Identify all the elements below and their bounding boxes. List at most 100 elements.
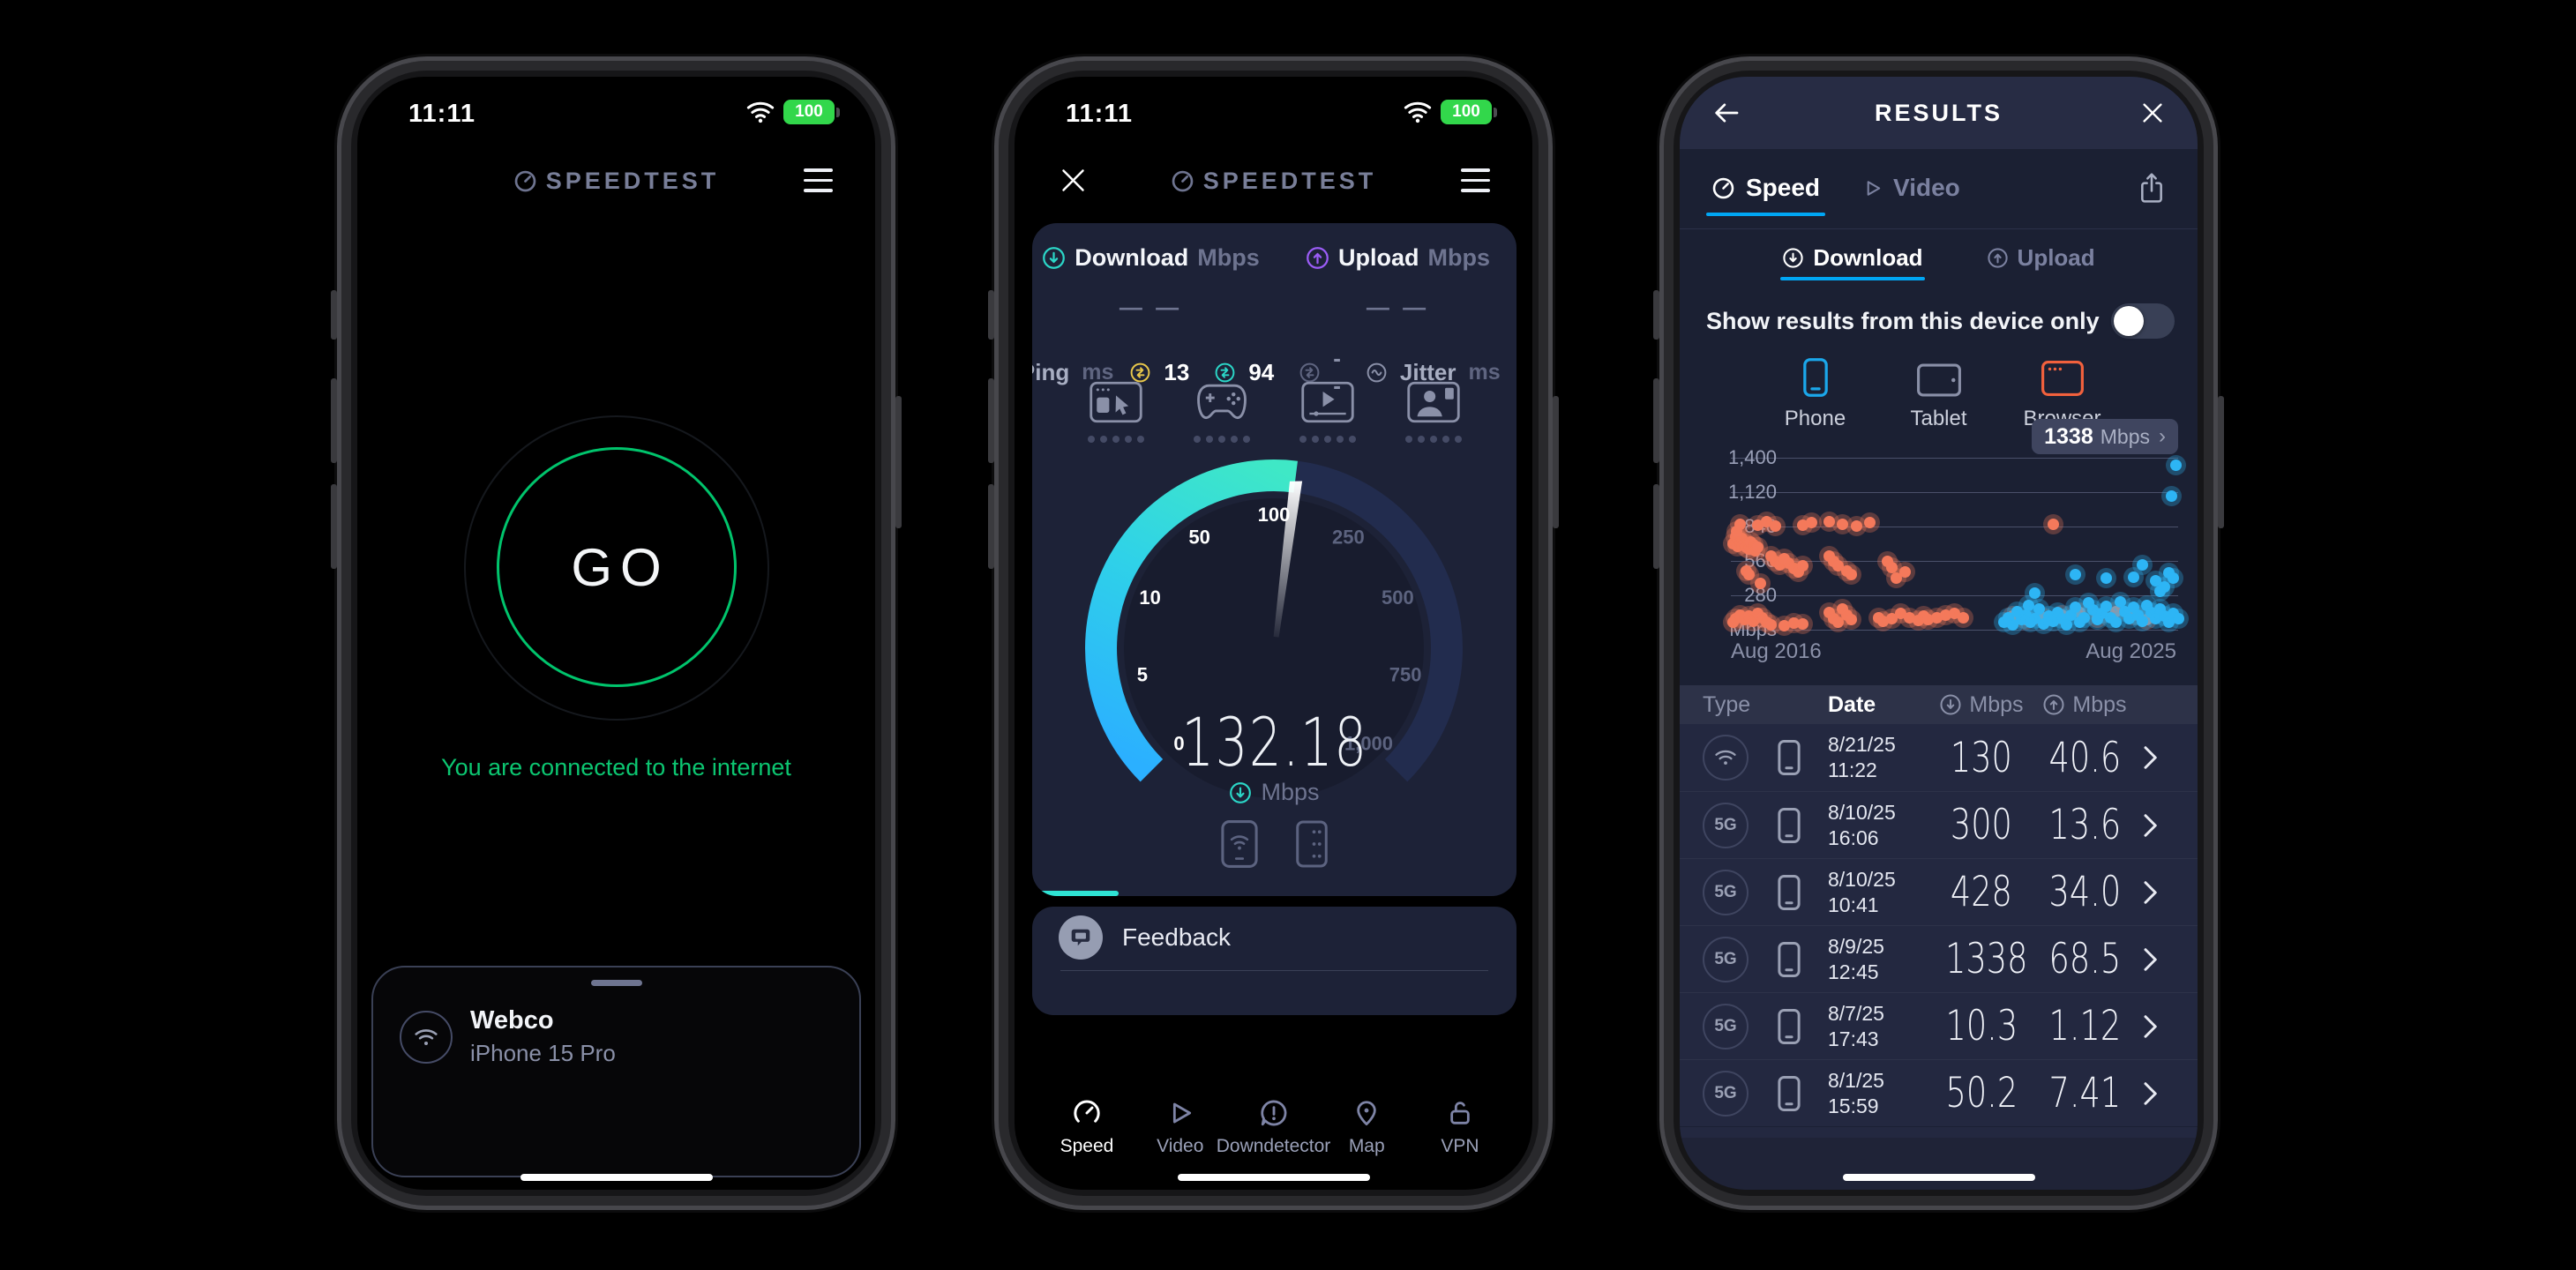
jitter-icon <box>1366 362 1388 384</box>
wifi-icon <box>746 101 775 123</box>
connection-endpoints <box>1032 819 1516 869</box>
mute-switch <box>331 290 337 340</box>
gauge-tick-label: 10 <box>1139 586 1160 609</box>
status-time: 11:11 <box>1066 100 1133 128</box>
back-arrow-icon[interactable] <box>1711 98 1741 128</box>
chart-data-point <box>2006 618 2018 631</box>
divider <box>1680 228 2198 229</box>
result-date: 8/10/25 10:41 <box>1828 867 1896 916</box>
menu-button[interactable] <box>1461 168 1490 192</box>
cellular-5g-icon: 5G <box>1703 802 1749 848</box>
connection-panel[interactable]: Webco iPhone 15 Pro <box>371 966 861 1177</box>
nav-item-label: Speed <box>1060 1136 1114 1156</box>
chart-data-point <box>2100 601 2113 612</box>
nav-item-map[interactable]: Map <box>1324 1098 1409 1169</box>
server-icon[interactable] <box>1294 819 1329 869</box>
activity-video-chat[interactable] <box>1404 380 1462 443</box>
home-indicator[interactable] <box>520 1174 713 1181</box>
metric-tab-upload[interactable]: Upload <box>1987 244 2095 272</box>
table-row[interactable]: 8/21/25 11:22 130 40.6 <box>1680 724 2198 791</box>
chart-data-point <box>1876 615 1889 627</box>
alert-icon <box>1259 1098 1289 1128</box>
filter-phone[interactable]: Phone <box>1776 355 1855 431</box>
chevron-right-icon <box>2140 812 2169 839</box>
device-only-toggle[interactable] <box>2111 303 2175 339</box>
phone-wifi-icon[interactable] <box>1220 819 1259 869</box>
tab-video[interactable]: Video <box>1861 167 1962 209</box>
go-button[interactable]: GO <box>496 447 737 687</box>
column-type: Type <box>1703 691 1751 717</box>
power-button <box>895 396 902 528</box>
nav-item-speed[interactable]: Speed <box>1045 1098 1129 1169</box>
table-row[interactable]: 5G 8/10/25 10:41 428 34.0 <box>1680 858 2198 925</box>
drag-handle[interactable] <box>590 980 642 986</box>
gauge-tick-label: 50 <box>1188 527 1209 549</box>
chart-x-tick-label: Aug 2016 <box>1731 639 1822 663</box>
upload-circle-icon <box>1306 246 1329 270</box>
close-icon[interactable] <box>1059 166 1088 195</box>
activity-browsing[interactable] <box>1087 380 1144 443</box>
upload-circle-icon <box>2042 693 2065 716</box>
nav-item-vpn[interactable]: VPN <box>1418 1098 1502 1169</box>
chart-data-point <box>1734 518 1746 530</box>
tab-speed[interactable]: Speed <box>1705 167 1826 216</box>
activity-streaming[interactable] <box>1299 380 1356 443</box>
chart-y-tick-label: 1,400 <box>1727 446 1777 468</box>
home-indicator[interactable] <box>1177 1174 1370 1181</box>
upload-circle-icon <box>1987 247 2009 269</box>
filter-label: Tablet <box>1910 407 1967 430</box>
gauge-icon <box>1072 1098 1102 1128</box>
filter-tablet[interactable]: Tablet <box>1899 355 1979 431</box>
volume-up-button <box>988 378 994 463</box>
chart-data-point <box>1751 542 1764 554</box>
download-circle-icon <box>1939 693 1962 716</box>
home-indicator[interactable] <box>1842 1174 2035 1181</box>
close-icon[interactable] <box>2139 100 2166 126</box>
ping-upload-icon <box>1299 362 1321 384</box>
gauge-tick-label: 1,000 <box>1344 733 1393 755</box>
chart-gridline <box>1731 492 2178 493</box>
current-speed-value: 132.18 <box>1180 703 1368 781</box>
chart-data-point <box>2136 615 2148 627</box>
phone-device-icon <box>1777 739 1828 776</box>
cellular-5g-icon: 5G <box>1703 1070 1749 1117</box>
table-row[interactable]: 5G 8/9/25 12:45 1338 68.5 <box>1680 925 2198 992</box>
wifi-network-icon <box>1703 735 1749 781</box>
feedback-label: Feedback <box>1122 923 1231 951</box>
chart-data-point <box>1742 568 1755 580</box>
activity-gaming[interactable] <box>1193 380 1250 443</box>
download-label: Download <box>1075 244 1189 271</box>
table-row[interactable]: 5G 8/1/25 15:59 50.2 7.41 <box>1680 1059 2198 1126</box>
chart-data-point <box>1846 568 1858 580</box>
test-panel: Download Mbps Upload Mbps — — — — Ping m… <box>1032 223 1516 896</box>
nav-item-downdetector[interactable]: Downdetector <box>1217 1098 1330 1169</box>
menu-button[interactable] <box>804 168 833 192</box>
metric-tab-download[interactable]: Download <box>1780 244 1925 280</box>
phone-device-icon <box>1777 941 1828 978</box>
chart-data-point <box>1754 577 1766 589</box>
column-download: Mbps <box>1934 692 2029 718</box>
speedtest-logo: SPEEDTEST <box>1015 161 1532 200</box>
cellular-5g-icon: 5G <box>1703 1003 1749 1050</box>
share-icon[interactable] <box>2138 172 2166 204</box>
chart-data-point <box>1837 519 1849 530</box>
download-metric: Download Mbps <box>1041 244 1262 272</box>
ping-label: Ping <box>1032 358 1070 385</box>
chevron-right-icon <box>2140 879 2169 906</box>
feedback-button[interactable]: Feedback <box>1059 915 1231 960</box>
chart-data-point <box>2029 586 2041 599</box>
table-row[interactable]: 5G 8/10/25 16:06 300 13.6 <box>1680 791 2198 858</box>
chart-callout[interactable]: 1338 Mbps › <box>2032 419 2178 454</box>
feedback-bubble-icon <box>1059 915 1103 960</box>
chart-data-point <box>1778 620 1791 632</box>
download-value-placeholder: — — <box>1119 294 1183 320</box>
result-date: 8/10/25 16:06 <box>1828 800 1896 849</box>
download-value: 300 <box>1951 801 2012 849</box>
gauge-tick-label: 0 <box>1173 733 1184 755</box>
chart-data-point <box>2033 602 2046 615</box>
result-date: 8/21/25 11:22 <box>1828 733 1896 781</box>
table-row[interactable]: 5G 8/7/25 17:43 10.3 1.12 <box>1680 992 2198 1059</box>
nav-item-video[interactable]: Video <box>1138 1098 1223 1169</box>
ping-download-value: 94 <box>1248 358 1275 385</box>
